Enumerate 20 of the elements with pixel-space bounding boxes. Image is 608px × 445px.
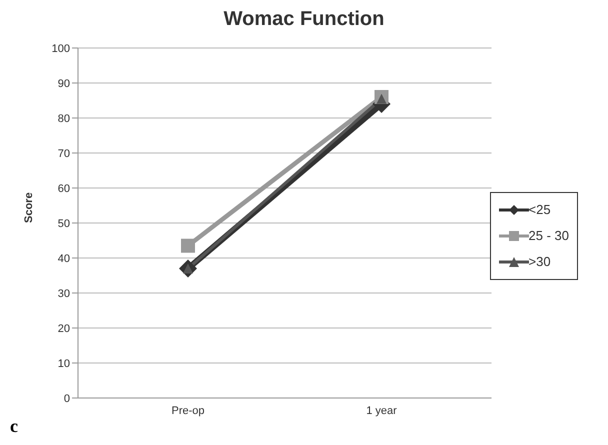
y-tick-label: 30 [58,288,70,300]
y-tick-label: 70 [58,148,70,160]
legend-label: >30 [528,254,551,269]
x-tick-label: Pre-op [171,404,205,417]
legend-label: <25 [528,202,551,217]
x-tick-label: 1 year [366,404,398,417]
y-tick-label: 60 [58,182,70,195]
y-tick-label: 20 [58,322,70,335]
point [181,238,195,253]
chart-title: Womac Function [222,8,386,32]
y-tick-label: 80 [58,112,70,125]
y-tick-label: 0 [64,392,70,405]
text: c [10,416,18,437]
y-tick-label: 40 [58,252,70,265]
legend-label: 25 - 30 [528,228,569,243]
y-tick-label: 10 [58,358,70,370]
y-axis-title: Score [22,192,35,223]
y-tick-label: 100 [52,42,70,55]
y-tick-label: 50 [58,218,70,230]
y-tick-label: 90 [58,78,70,90]
